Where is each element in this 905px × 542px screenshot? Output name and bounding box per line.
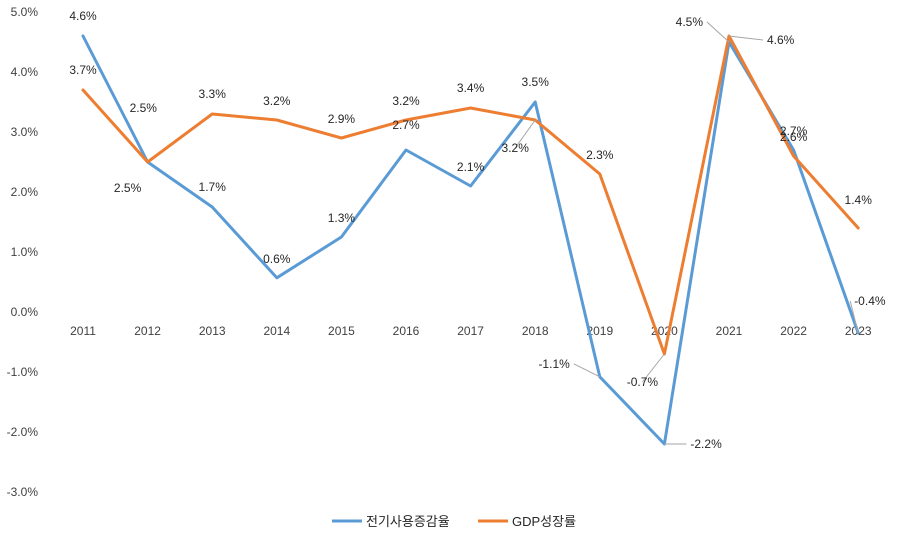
y-tick-label: -1.0% [7,365,39,379]
data-label: 3.2% [392,94,420,108]
data-label: 1.4% [845,193,873,207]
x-tick-label: 2018 [522,324,549,338]
legend: 전기사용증감율 GDP성장률 [332,514,576,529]
y-tick-label: 2.0% [11,185,39,199]
y-tick-label: -2.0% [7,425,39,439]
data-label-leader [514,119,536,149]
x-tick-label: 2012 [134,324,161,338]
data-label: 3.4% [457,81,485,95]
legend-label-1: 전기사용증감율 [366,514,450,529]
data-label: 3.3% [199,87,227,101]
data-label: 4.5% [676,15,704,29]
data-label: 1.3% [328,211,356,225]
data-label: -0.7% [627,375,659,389]
x-axis: 2011 2012 2013 2014 2015 2016 2017 2018 2019 2020… [70,324,872,338]
y-tick-label: 0.0% [11,305,39,319]
data-label: 2.7% [780,124,808,138]
data-label: 3.5% [522,75,550,89]
data-label: 2.6% [780,130,808,144]
legend-label-2: GDP성장률 [512,514,576,529]
data-label: 3.7% [69,63,97,77]
data-label-leader [706,21,730,43]
x-tick-label: 2016 [393,324,420,338]
y-tick-label: 3.0% [11,125,39,139]
data-label: -2.2% [690,437,722,451]
y-tick-label: 1.0% [11,245,39,259]
x-tick-label: 2021 [716,324,743,338]
data-label-leader [849,300,859,334]
x-tick-label: 2015 [328,324,355,338]
data-label: 3.2% [263,94,291,108]
data-label-leader [728,35,764,41]
data-label: 2.1% [457,160,485,174]
y-tick-label: -3.0% [7,485,39,499]
data-label: 2.9% [328,112,356,126]
data-label: 4.6% [69,9,97,23]
x-tick-label: 2013 [199,324,226,338]
data-label: 1.7% [199,180,227,194]
data-label: 2.7% [392,118,420,132]
data-label: 4.6% [767,33,795,47]
data-label-leader [642,353,665,383]
data-label: -1.1% [538,357,570,371]
x-tick-label: 2017 [457,324,484,338]
data-label: 3.2% [502,141,530,155]
y-tick-label: 4.0% [11,65,39,79]
data-label: 2.3% [586,148,614,162]
data-label: 2.5% [114,181,142,195]
y-tick-label: 5.0% [11,5,39,19]
y-axis: 5.0% 4.0% 3.0% 2.0% 1.0% 0.0% -1.0% -2.0% -3.0% [7,5,39,499]
x-tick-label: 2011 [70,324,96,338]
x-tick-label: 2019 [586,324,613,338]
data-label-leader [573,363,601,378]
data-label: 2.5% [130,101,158,115]
data-label: 0.6% [263,252,291,266]
data-label-layer: 4.6% 2.5% 1.7% 0.6% 1.3% 2.7% 2.1% 3.5% -1.1% -2.… [69,9,886,451]
x-tick-label: 2014 [263,324,290,338]
x-tick-label: 2022 [780,324,807,338]
data-label: -0.4% [854,294,886,308]
